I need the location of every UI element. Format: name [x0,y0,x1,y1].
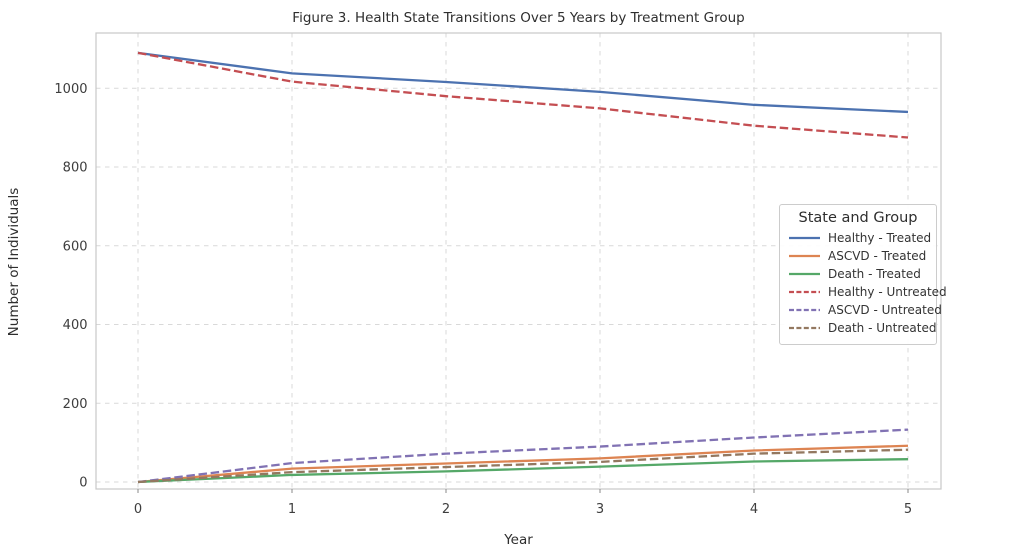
legend-title: State and Group [798,210,918,226]
y-tick-label: 200 [63,397,88,412]
chart-title: Figure 3. Health State Transitions Over … [292,10,745,26]
legend-items: Healthy - Treated ASCVD - Treated Death - … [788,229,947,337]
y-tick-label: 400 [63,318,88,333]
legend-item-healthy-untreated: Healthy - Untreated [788,283,947,301]
legend-line-sample [789,272,820,276]
series-line-healthy-untreated [137,51,909,139]
legend-label: ASCVD - Untreated [828,303,942,317]
legend-item-ascvd-treated: ASCVD - Treated [788,247,928,265]
legend-item-ascvd-untreated: ASCVD - Untreated [788,301,942,319]
axes-spines [95,32,942,490]
legend-label: ASCVD - Treated [828,249,927,263]
x-axis-label: Year [504,532,533,548]
x-tick-label: 0 [134,502,142,517]
legend-line-sample [789,254,820,258]
legend-line-sample [789,290,820,294]
legend-label: Death - Treated [828,267,921,281]
x-tick-label: 4 [750,502,758,517]
legend-label: Healthy - Treated [828,231,932,245]
legend-item-death-treated: Death - Treated [788,265,928,283]
series-line-death-treated [137,458,909,484]
legend-item-healthy-treated: Healthy - Treated [788,229,932,247]
series-line-death-untreated [137,448,909,484]
legend-line-sample [789,308,820,312]
legend-item-death-untreated: Death - Untreated [788,319,936,337]
legend: State and Group Healthy - Treated ASCVD -… [779,204,947,345]
legend-label: Healthy - Untreated [828,285,947,299]
x-tick-label: 1 [288,502,296,517]
legend-line-sample [789,326,820,330]
y-tick-label: 0 [79,476,87,491]
y-tick-label: 600 [63,239,88,254]
legend-line-sample [789,236,820,240]
series-line-healthy-treated [137,51,909,114]
y-tick-label: 800 [63,161,88,176]
y-axis-label: Number of Individuals [6,187,22,337]
x-tick-label: 3 [596,502,604,517]
series-line-ascvd-treated [137,444,909,484]
legend-label: Death - Untreated [828,321,937,335]
y-tick-label: 1000 [54,82,87,97]
x-tick-label: 2 [442,502,450,517]
x-tick-label: 5 [904,502,912,517]
series-line-ascvd-untreated [137,428,909,484]
